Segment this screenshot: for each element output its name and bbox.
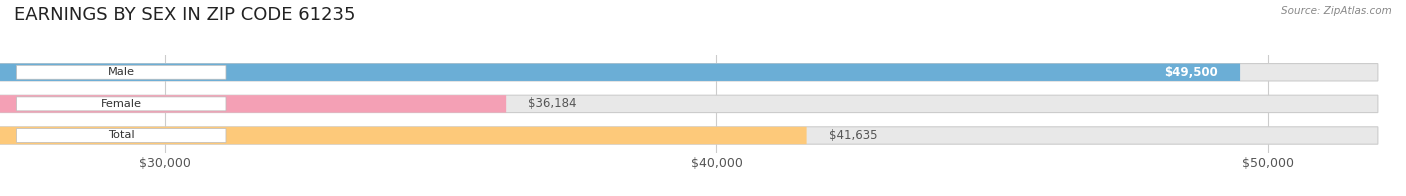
Text: EARNINGS BY SEX IN ZIP CODE 61235: EARNINGS BY SEX IN ZIP CODE 61235 [14,6,356,24]
Text: $41,635: $41,635 [828,129,877,142]
Text: Male: Male [108,67,135,77]
Text: Total: Total [108,131,135,141]
FancyBboxPatch shape [17,129,226,142]
FancyBboxPatch shape [17,97,226,111]
FancyBboxPatch shape [0,95,506,113]
Text: $49,500: $49,500 [1164,66,1218,79]
Text: Source: ZipAtlas.com: Source: ZipAtlas.com [1281,6,1392,16]
FancyBboxPatch shape [0,127,807,144]
FancyBboxPatch shape [0,64,1378,81]
FancyBboxPatch shape [0,127,1378,144]
Text: $36,184: $36,184 [529,97,576,110]
FancyBboxPatch shape [0,64,1240,81]
FancyBboxPatch shape [17,65,226,79]
FancyBboxPatch shape [0,95,1378,113]
Text: Female: Female [101,99,142,109]
